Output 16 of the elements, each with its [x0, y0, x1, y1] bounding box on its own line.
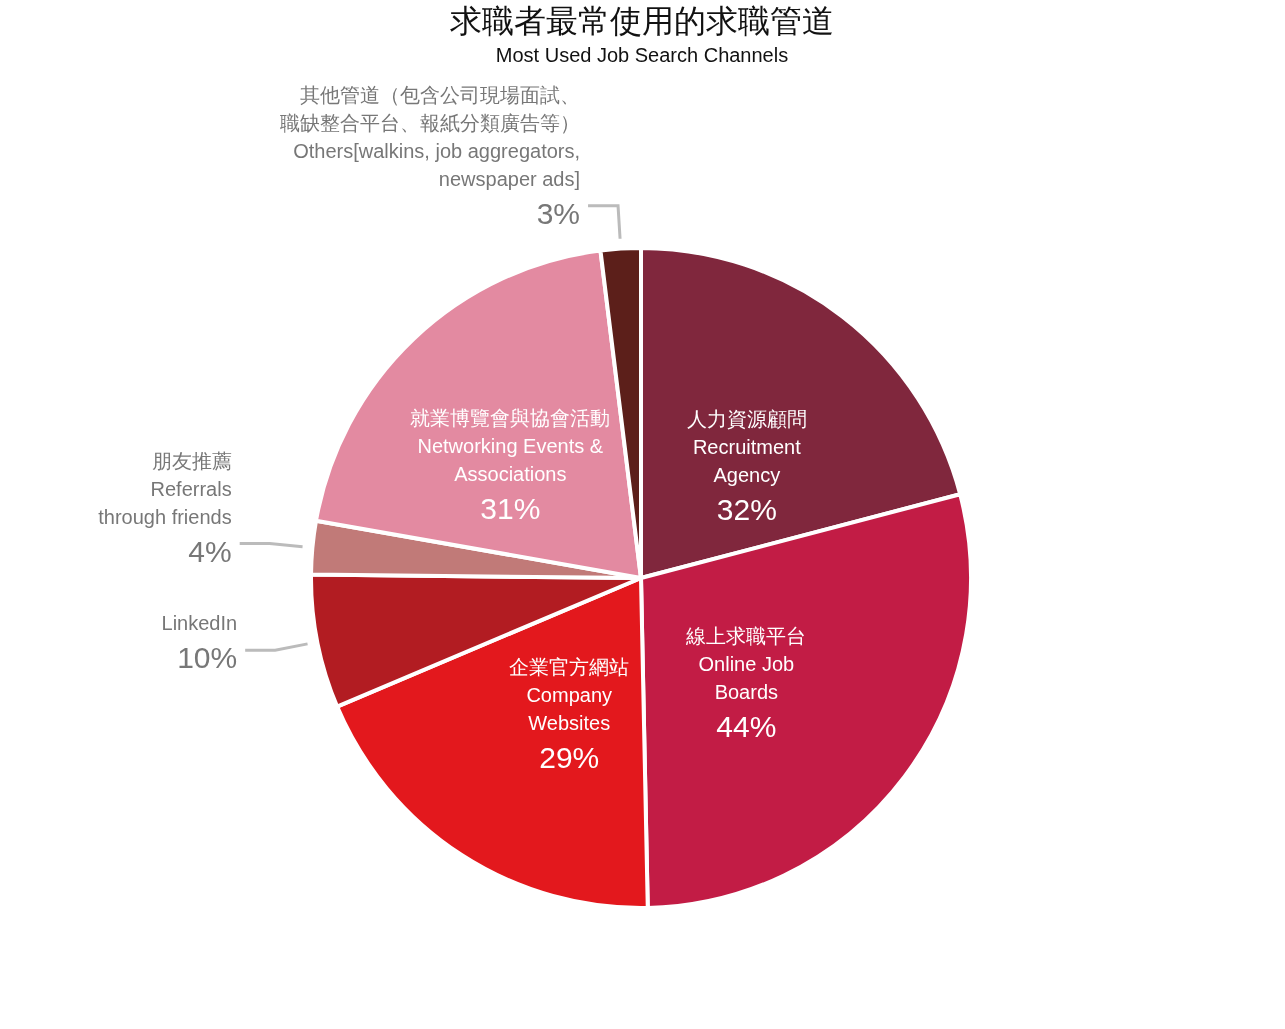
chart-title: 求職者最常使用的求職管道	[450, 3, 834, 39]
data-label: 29%	[539, 740, 600, 774]
slice-label: 就業博覽會與協會活動 Networking Events & Associations	[410, 407, 611, 486]
slice-label: 其他管道（包含公司現場面試、職缺整合平台、報紙分類廣告等） Others[walkins, job aggregators, newspaper ads]	[280, 83, 581, 190]
data-label: 10%	[177, 641, 238, 675]
data-label: 4%	[188, 534, 232, 568]
chart-subtitle: Most Used Job Search Channels	[495, 44, 789, 66]
data-label: 3%	[536, 196, 581, 230]
slice-label: 企業官方網站 Company Websites	[509, 655, 630, 734]
slice-label: LinkedIn	[161, 612, 238, 635]
data-label: 32%	[716, 492, 777, 526]
data-label: 31%	[480, 492, 541, 526]
slice-label: 朋友推薦 Referrals through friends	[98, 449, 232, 528]
slice-label: 人力資源顧問 Recruitment Agency	[686, 407, 807, 486]
data-label: 44%	[716, 709, 777, 743]
slice-label: 線上求職平台 Online Job Boards	[685, 624, 807, 703]
